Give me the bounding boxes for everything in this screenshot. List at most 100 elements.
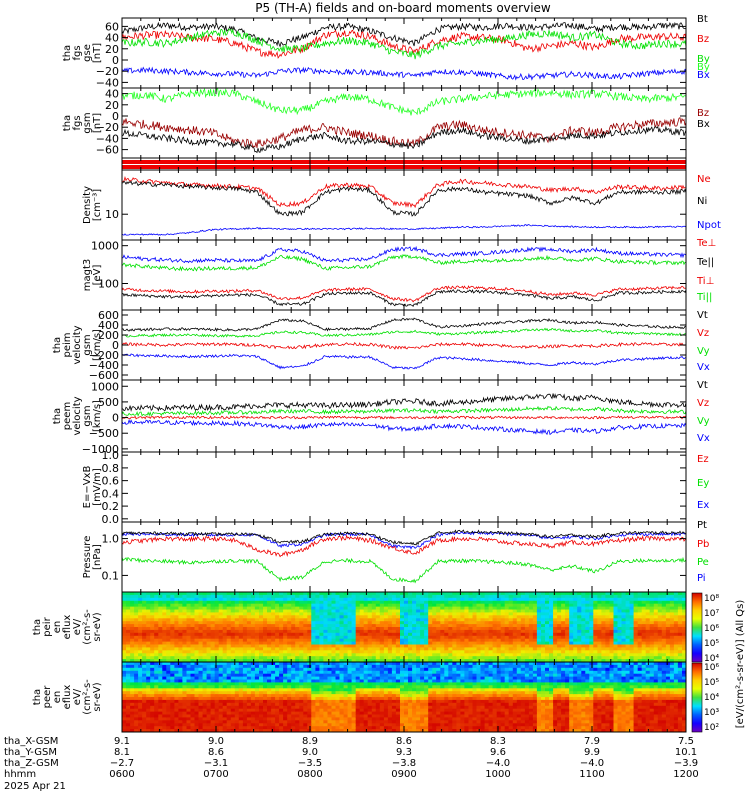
legend-Ex: Ex [697,500,709,511]
series-fgs_gsm-Bz [122,117,686,149]
series-peem_velocity-Vx [122,418,686,436]
y-axis-label: E=−VxB [82,466,93,509]
y-tick-label: 600 [98,309,119,322]
series-peim_velocity-Vy [122,327,686,338]
colorbar-tick: 10⁷ [704,609,719,619]
legend-Pb: Pb [697,539,709,550]
legend-Vy: Vy [697,346,710,357]
y-tick-label: 0 [112,412,119,425]
x-tick-value: −3.8 [392,758,416,769]
legend-Pi: Pi [697,573,706,584]
colorbar-tick: 10⁵ [704,678,719,688]
x-tick-value: 9.0 [208,736,224,747]
y-axis-label: eV/ [72,688,83,705]
legend-Bx: Bx [697,70,710,81]
y-tick-label: 1000 [91,380,119,393]
legend-Bz: Bz [697,108,709,119]
colorbar-upper [691,592,703,663]
y-tick-label: 400 [98,319,119,332]
series-temperature-Te|| [122,289,686,308]
y-axis-label: eV/ [72,618,83,635]
y-axis-label: [cm⁻³] [92,189,103,221]
y-tick-label: 0.0 [102,513,120,526]
panel-peem_velocity: 1000 500 0 −500 −1000 tha peem velocity gsm [km/s… [52,379,710,456]
colorbar-tick: 10⁶ [704,663,719,673]
x-tick-value: 10.1 [675,747,697,758]
y-tick-label: 0.1 [102,569,120,582]
series-peem_velocity-Vz [122,415,686,420]
legend-Bz: Bz [697,34,709,45]
legend-Ey: Ey [697,478,709,489]
y-axis-label: [mV/m] [92,468,103,506]
x-tick-value: 9.0 [302,747,318,758]
y-axis-label: tha [62,115,73,131]
series-peem_velocity-Vt [122,393,686,412]
legend-Ti||: Ti|| [696,292,712,303]
series-fgs_gse-Bt [122,21,686,48]
y-tick-label: 100 [98,278,119,291]
x-tick-value: 9.1 [114,736,130,747]
y-axis-label: [km/s] [92,400,103,432]
x-tick-value: −3.9 [674,758,698,769]
y-axis-label: sr-eV) [92,612,103,641]
x-row-label: tha_X-GSM [4,736,58,747]
panel-frame [121,451,687,523]
y-tick-label: 0.8 [102,462,120,475]
series-peim_velocity-Vt [122,317,686,332]
x-tick-value: 8.9 [302,736,318,747]
panel-density: 10 Density [cm⁻³] Ne Ni Npot [82,169,721,241]
colorbar-lower [691,662,703,733]
y-tick-label: 60 [105,20,119,33]
series-temperature-Ti|| [122,254,686,272]
y-axis-label: [nT] [92,113,103,133]
series-peem_velocity-Vy [122,405,686,417]
x-tick-value: −4.0 [580,758,604,769]
y-tick-label: 1000 [91,240,119,253]
legend-Bx: Bx [697,119,710,130]
y-tick-label: −40 [96,132,119,145]
panel-peir: tha peir en eflux eV/(cm²-s-sr-eV) [32,591,687,663]
y-tick-label: 40 [105,32,119,45]
y-axis-label: [nPa] [92,544,103,570]
x-tick-value: 0900 [391,769,416,780]
series-temperature-Te⊥ [122,285,686,303]
x-tick-value: −4.0 [486,758,510,769]
panel-temperature: 1000 100 magt3 [eV] Te⊥ Te|| Ti⊥ Ti|| [82,238,716,311]
y-tick-label: 0.2 [102,500,120,513]
legend-Npot: Npot [697,220,721,231]
y-tick-label: 20 [105,99,119,112]
y-axis-label: sr-eV) [92,682,103,711]
y-axis-label: en [52,691,63,704]
y-axis-label: tha [52,337,63,353]
y-tick-label: −60 [96,144,119,157]
y-axis-label: [nT] [92,43,103,63]
y-axis-label: eflux [62,685,73,710]
legend-Vx: Vx [697,362,710,373]
y-axis-label: gsm [82,334,93,355]
y-tick-label: −20 [96,121,119,134]
x-tick-value: −2.7 [110,758,134,769]
y-axis-label: (cm²-s- [82,679,93,715]
x-row-label: tha_Z-GSM [4,758,59,769]
y-axis-label: tha [32,619,43,635]
legend-Pe: Pe [697,557,709,568]
y-axis-label: tha [32,689,43,705]
plot-title: P5 (TH-A) fields and on-board moments ov… [255,1,551,15]
y-tick-label: 1.0 [102,449,120,462]
y-axis-label: peir [42,616,53,636]
colorbar-tick: 10⁵ [704,639,719,649]
y-axis-label: gsm [82,405,93,426]
y-tick-label: −20 [96,65,119,78]
y-tick-label: 0.6 [102,475,120,488]
series-pressure-Pt [122,529,686,546]
y-tick-label: 0 [112,110,119,123]
panel-peer: tha peer en eflux eV/(cm²-s-sr-eV) [32,661,687,733]
legend-Vt: Vt [697,310,708,321]
series-peim_velocity-Vz [122,341,686,350]
y-tick-label: 1.0 [102,533,120,546]
y-tick-label: −400 [89,359,119,372]
